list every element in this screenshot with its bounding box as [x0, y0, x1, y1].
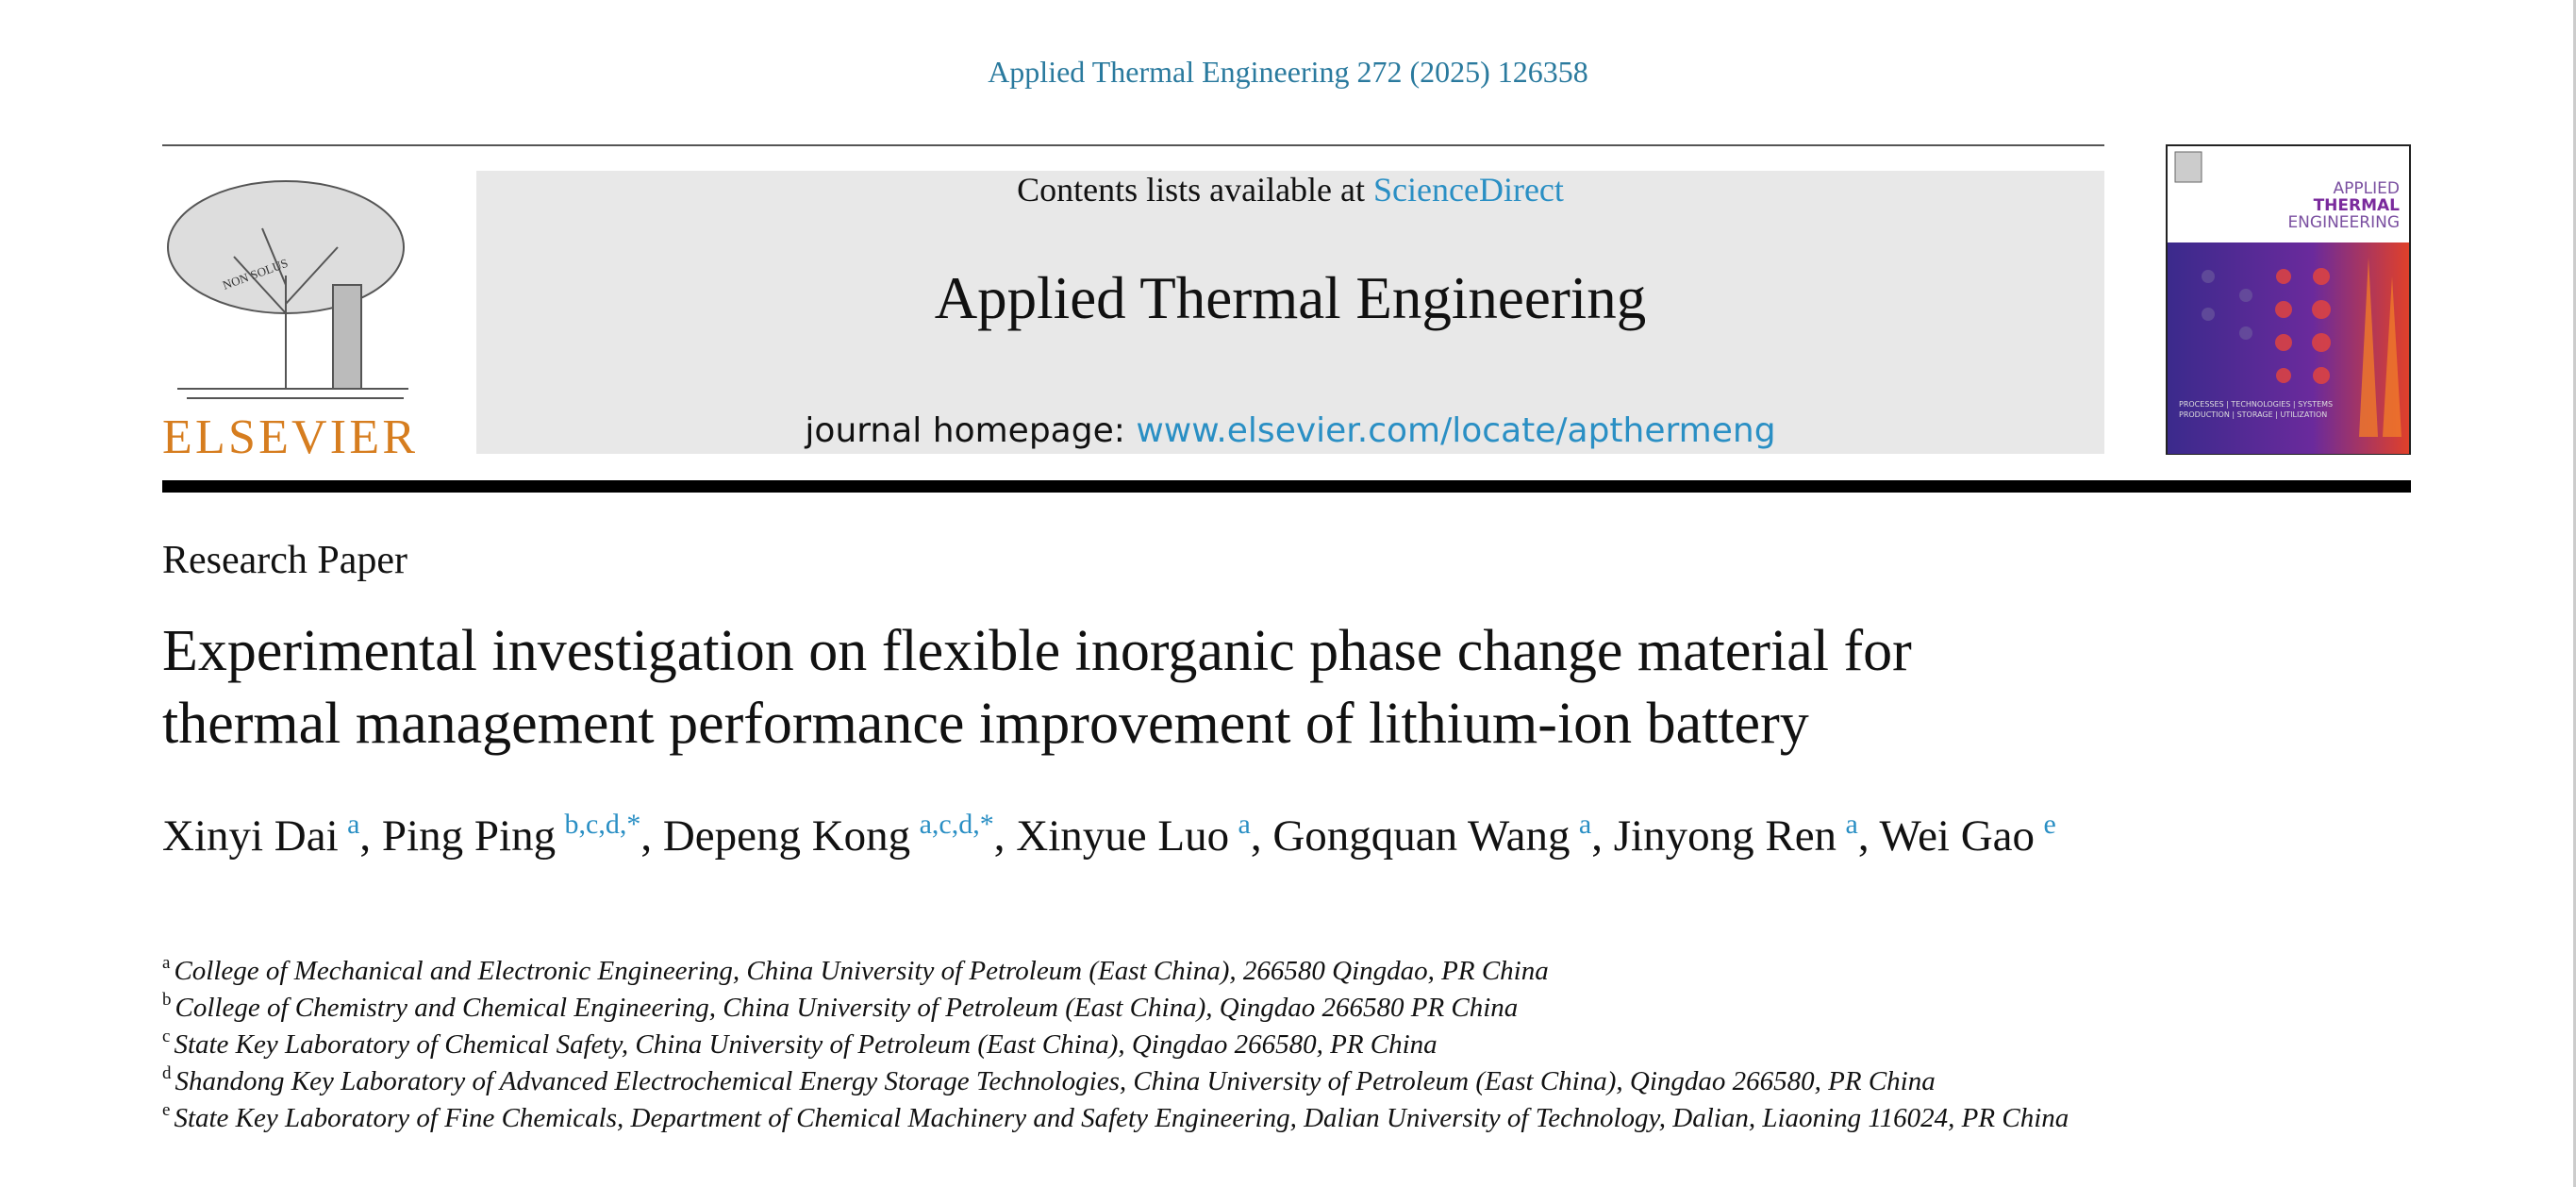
author-name: Xinyi Dai	[162, 811, 339, 861]
logo-publisher: ELSEVIER	[162, 410, 415, 460]
homepage-line: journal homepage: www.elsevier.com/locat…	[476, 411, 2104, 450]
affiliation: d Shandong Key Laboratory of Advanced Ele…	[162, 1063, 2096, 1100]
elsevier-logo: NON SOLUS ELSEVIER	[162, 180, 415, 460]
affiliation-sup: e	[162, 1100, 171, 1120]
journal-cover[interactable]: APPLIED THERMAL ENGINEERING PROCESSES | …	[2166, 144, 2411, 455]
author-sup: b,c,d,*	[564, 809, 641, 840]
affiliation-sup: b	[162, 990, 172, 1010]
affiliation-text: College of Mechanical and Electronic Eng…	[174, 956, 1549, 986]
affiliation: c State Key Laboratory of Chemical Safety…	[162, 1027, 2096, 1063]
contents-line: Contents lists available at ScienceDirec…	[476, 170, 2104, 209]
author: Jinyong Ren a	[1614, 811, 1858, 861]
cover-line1: APPLIED	[2334, 179, 2400, 198]
header-bar	[162, 480, 2411, 493]
sciencedirect-link[interactable]: ScienceDirect	[1373, 171, 1564, 209]
scrollbar	[2573, 0, 2576, 1187]
author-name: Ping Ping	[381, 811, 557, 861]
author: Gongquan Wang a	[1272, 811, 1591, 861]
citation[interactable]: Applied Thermal Engineering 272 (2025) 1…	[988, 55, 1588, 89]
author-sup: a	[1238, 809, 1251, 840]
affiliation-list: a College of Mechanical and Electronic En…	[162, 953, 2096, 1137]
title-line: thermal management performance improveme…	[162, 692, 1809, 756]
journal-title: Applied Thermal Engineering	[934, 265, 1647, 331]
cover-footer1: PROCESSES | TECHNOLOGIES | SYSTEMS	[2179, 400, 2333, 409]
article-title: Experimental investigation on flexible i…	[162, 615, 1912, 761]
homepage-link[interactable]: www.elsevier.com/locate/apthermeng	[1136, 411, 1776, 450]
cover-line3: ENGINEERING	[2287, 213, 2400, 232]
affiliation-sup: c	[162, 1027, 171, 1046]
affiliation-sup: a	[162, 953, 171, 973]
author-sup: a,c,d,*	[919, 809, 994, 840]
affiliation-sup: d	[162, 1063, 172, 1083]
affiliation: b College of Chemistry and Chemical Engin…	[162, 990, 2096, 1027]
article-type: Research Paper	[162, 539, 408, 582]
title-line: Experimental investigation on flexible i…	[162, 619, 1912, 683]
affiliation-text: State Key Laboratory of Fine Chemicals, …	[174, 1103, 2069, 1133]
author: Ping Ping b,c,d,*	[382, 811, 640, 861]
cover-line2: THERMAL	[2314, 196, 2401, 215]
author-name: Jinyong Ren	[1613, 811, 1837, 861]
author-name: Depeng Kong	[662, 811, 911, 861]
author-name: Wei Gao	[1879, 811, 2036, 861]
author: Wei Gao e	[1879, 811, 2055, 861]
author-sup: e	[2043, 809, 2056, 840]
author: Xinyi Dai a	[162, 811, 359, 861]
affiliation: e State Key Laboratory of Fine Chemicals,…	[162, 1100, 2096, 1137]
contents-prefix: Contents lists available at	[1017, 171, 1374, 209]
author: Xinyue Luo a	[1016, 811, 1251, 861]
cover-footer2: PRODUCTION | STORAGE | UTILIZATION	[2179, 410, 2327, 419]
author-name: Gongquan Wang	[1272, 811, 1571, 861]
author: Depeng Kong a,c,d,*	[663, 811, 994, 861]
homepage-label: journal homepage:	[805, 411, 1137, 450]
affiliation-text: Shandong Key Laboratory of Advanced Elec…	[175, 1066, 1936, 1096]
author-name: Xinyue Luo	[1016, 811, 1230, 861]
affiliation-text: College of Chemistry and Chemical Engine…	[175, 993, 1519, 1023]
affiliation-text: State Key Laboratory of Chemical Safety,…	[174, 1029, 1438, 1060]
author-sup: a	[1578, 809, 1592, 840]
author-sup: a	[1845, 809, 1858, 840]
journal-banner	[476, 171, 2104, 454]
author-sup: a	[347, 809, 360, 840]
affiliation: a College of Mechanical and Electronic En…	[162, 953, 2096, 990]
header-rule	[162, 144, 2104, 146]
author-list: Xinyi Dai a, Ping Ping b,c,d,*, Depeng K…	[162, 809, 2056, 861]
